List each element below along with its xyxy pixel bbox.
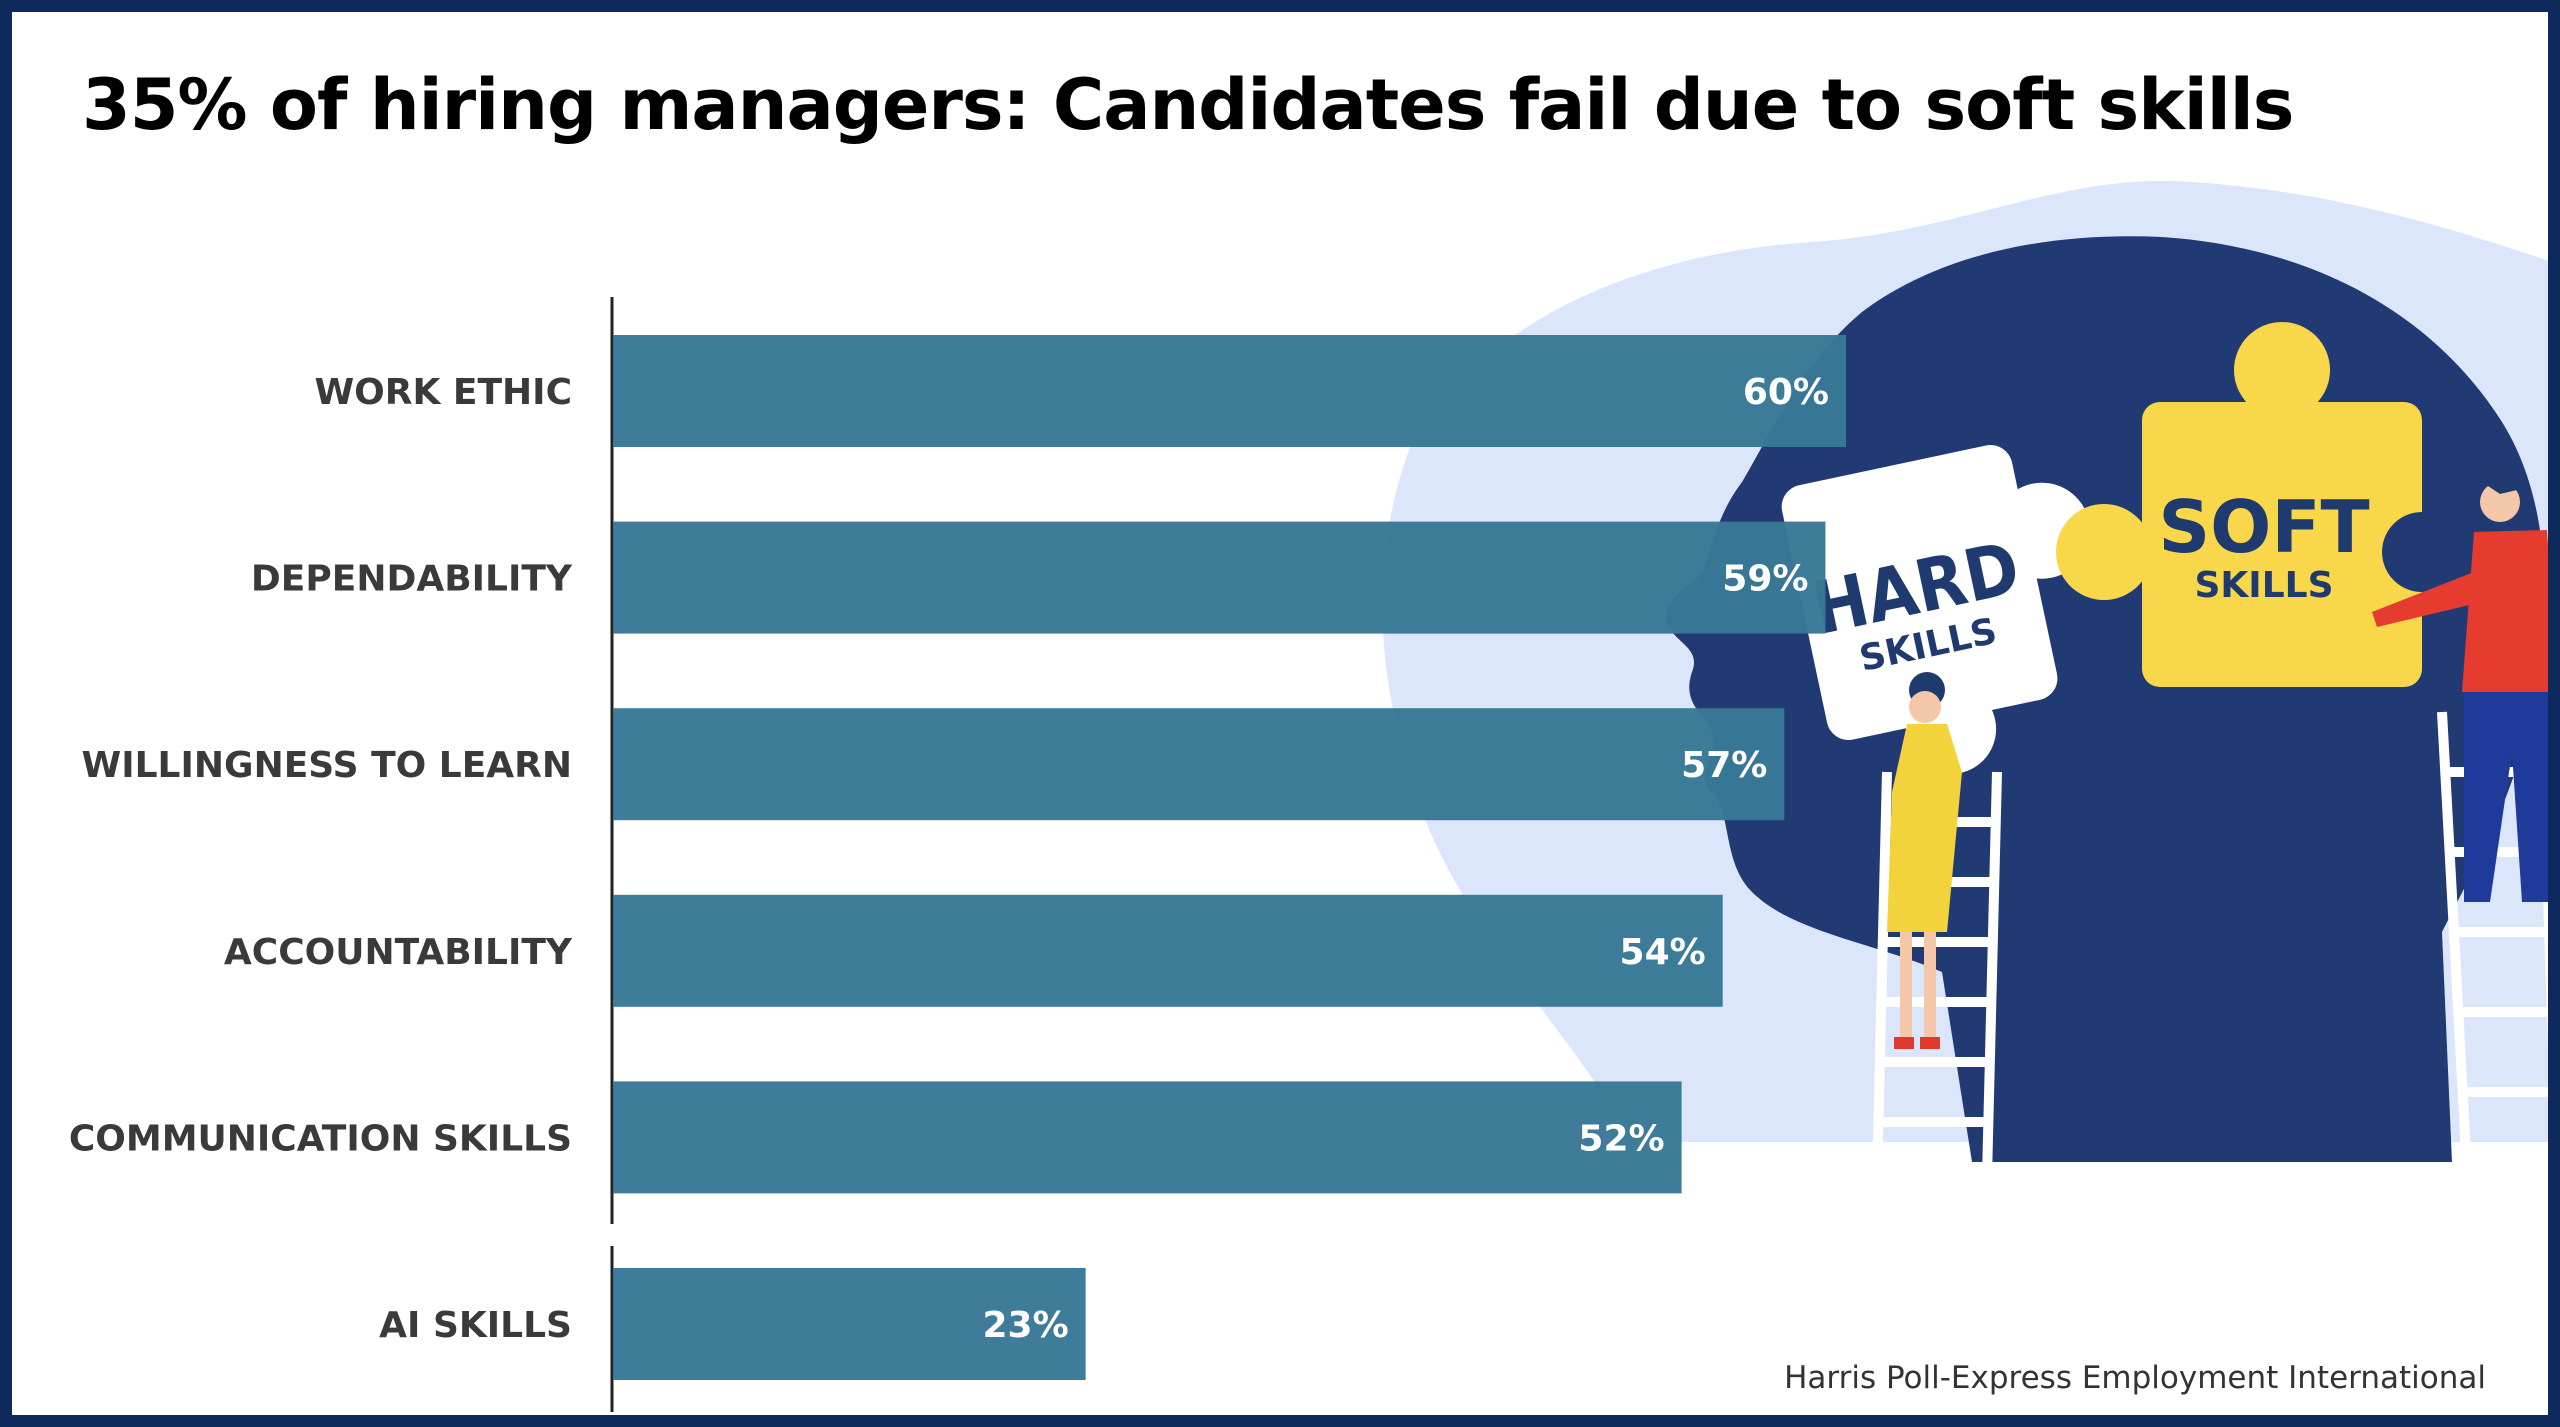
- bar-communication-skills: [613, 1081, 1682, 1194]
- value-label: 54%: [1620, 932, 1706, 973]
- category-label: AI SKILLS: [379, 1305, 572, 1346]
- bar-accountability: [613, 894, 1723, 1007]
- category-label: ACCOUNTABILITY: [224, 932, 573, 973]
- svg-text:SKILLS: SKILLS: [2194, 565, 2333, 606]
- bar-willingness-to-learn: [613, 708, 1785, 821]
- value-label: 23%: [982, 1305, 1068, 1346]
- category-label: WILLINGNESS TO LEARN: [82, 745, 572, 786]
- bar-dependability: [613, 521, 1826, 634]
- soft-skills-puzzle: SOFT SKILLS: [2056, 322, 2462, 687]
- man-figure: [2372, 473, 2548, 902]
- bar-ai-skills: [613, 1268, 1086, 1380]
- value-label: 57%: [1681, 745, 1767, 786]
- bar-chart: WORK ETHIC 60% DEPENDABILITY 59% WILLINGNESS…: [69, 297, 1846, 1412]
- bar-work-ethic: [613, 335, 1846, 447]
- value-label: 59%: [1722, 559, 1808, 600]
- hard-skills-puzzle: HARD SKILLS: [1781, 445, 2090, 774]
- chart-title: 35% of hiring managers: Candidates fail …: [82, 64, 2294, 146]
- value-label: 60%: [1743, 372, 1829, 413]
- category-label: WORK ETHIC: [314, 372, 572, 413]
- woman-figure: [1887, 672, 1962, 1049]
- source-note: Harris Poll-Express Employment Internati…: [1784, 1360, 2486, 1396]
- category-label: DEPENDABILITY: [251, 559, 573, 600]
- value-label: 52%: [1578, 1118, 1664, 1159]
- category-label: COMMUNICATION SKILLS: [69, 1118, 572, 1159]
- svg-text:SOFT: SOFT: [2158, 485, 2369, 569]
